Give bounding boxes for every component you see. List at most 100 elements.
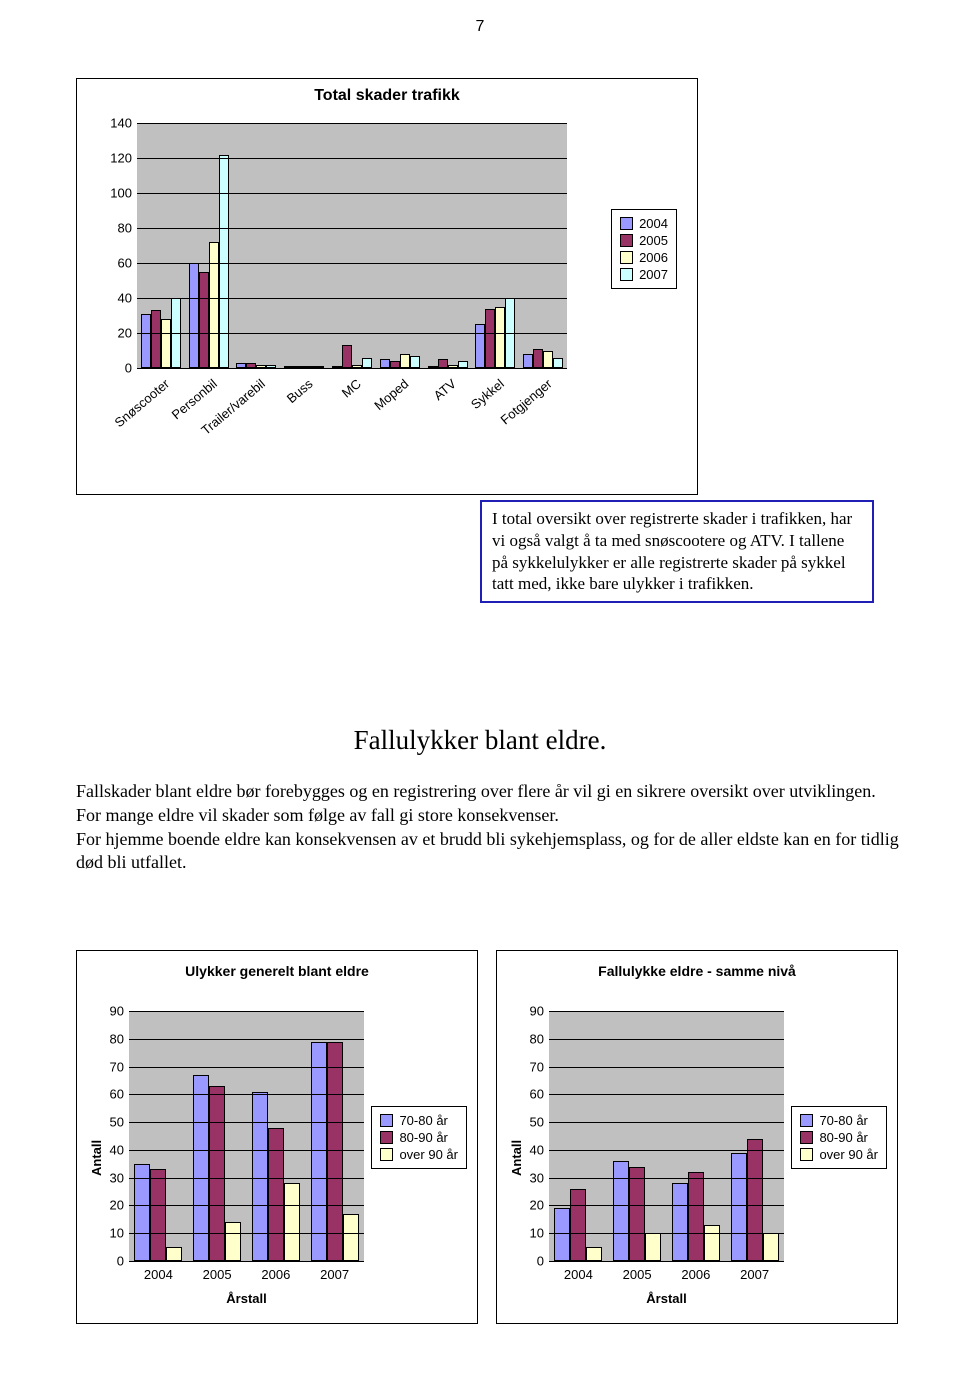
y-tick-label: 20 — [118, 326, 132, 341]
gridline — [129, 1094, 364, 1095]
gridline — [549, 1261, 784, 1262]
gridline — [129, 1261, 364, 1262]
legend-swatch — [620, 217, 633, 230]
bar — [209, 1086, 225, 1261]
gridline — [129, 1122, 364, 1123]
gridline — [137, 123, 567, 124]
bar — [543, 351, 553, 369]
chart1-x-ticks: SnøscooterPersonbilTrailer/varebilBussMC… — [137, 372, 567, 482]
gridline — [137, 228, 567, 229]
legend-swatch — [620, 251, 633, 264]
legend-item: over 90 år — [380, 1147, 458, 1162]
bar — [161, 319, 171, 368]
y-tick-label: 40 — [530, 1142, 544, 1157]
bar — [150, 1169, 166, 1261]
x-tick-label: Sykkel — [468, 376, 507, 412]
y-tick-label: 60 — [110, 1087, 124, 1102]
y-tick-label: 100 — [110, 186, 132, 201]
page: 7 Total skader trafikk 02040608010012014… — [0, 0, 960, 1392]
gridline — [549, 1205, 784, 1206]
legend-swatch — [380, 1131, 393, 1144]
chart3-title: Fallulykke eldre - samme nivå — [497, 963, 897, 979]
y-tick-label: 0 — [117, 1254, 124, 1269]
legend-label: 80-90 år — [399, 1130, 447, 1145]
gridline — [129, 1205, 364, 1206]
bar — [523, 354, 533, 368]
gridline — [129, 1178, 364, 1179]
legend-label: over 90 år — [819, 1147, 878, 1162]
y-tick-label: 120 — [110, 151, 132, 166]
gridline — [549, 1039, 784, 1040]
bar — [390, 361, 400, 368]
gridline — [137, 298, 567, 299]
bar — [438, 359, 448, 368]
legend-item: 2007 — [620, 267, 668, 282]
bar — [586, 1247, 602, 1261]
bar — [166, 1247, 182, 1261]
chart2-plot — [129, 1011, 364, 1261]
gridline — [137, 333, 567, 334]
y-tick-label: 50 — [110, 1115, 124, 1130]
bar — [343, 1214, 359, 1261]
y-tick-label: 90 — [110, 1004, 124, 1019]
legend-swatch — [620, 234, 633, 247]
legend-label: 2006 — [639, 250, 668, 265]
x-tick-label: 2007 — [305, 1267, 364, 1282]
legend-swatch — [800, 1131, 813, 1144]
gridline — [129, 1150, 364, 1151]
gridline — [129, 1011, 364, 1012]
chart2-title: Ulykker generelt blant eldre — [77, 963, 477, 979]
chart3-x-label: Årstall — [549, 1291, 784, 1306]
legend-label: 80-90 år — [819, 1130, 867, 1145]
gridline — [549, 1233, 784, 1234]
bar — [362, 358, 372, 369]
legend-label: 70-80 år — [399, 1113, 447, 1128]
gridline — [137, 193, 567, 194]
bar — [704, 1225, 720, 1261]
y-tick-label: 30 — [530, 1170, 544, 1185]
gridline — [129, 1039, 364, 1040]
bar — [311, 1042, 327, 1261]
bar — [141, 314, 151, 368]
y-tick-label: 80 — [118, 221, 132, 236]
x-tick-label: ATV — [431, 376, 459, 403]
y-tick-label: 40 — [118, 291, 132, 306]
chart1-title: Total skader trafikk — [77, 87, 697, 105]
bar — [209, 242, 219, 368]
x-tick-label: MC — [339, 376, 364, 400]
legend-item: 2006 — [620, 250, 668, 265]
bar — [688, 1172, 704, 1261]
x-tick-label: 2006 — [247, 1267, 306, 1282]
gridline — [137, 263, 567, 264]
legend-item: over 90 år — [800, 1147, 878, 1162]
chart1-panel: Total skader trafikk 020406080100120140 … — [76, 78, 698, 495]
bar — [475, 324, 485, 368]
x-tick-label: 2007 — [725, 1267, 784, 1282]
chart2-x-ticks: 2004200520062007 — [129, 1265, 364, 1285]
legend-swatch — [800, 1114, 813, 1127]
bar — [731, 1153, 747, 1261]
y-tick-label: 0 — [537, 1254, 544, 1269]
y-tick-label: 20 — [530, 1198, 544, 1213]
bar — [268, 1128, 284, 1261]
y-tick-label: 20 — [110, 1198, 124, 1213]
x-tick-label: Moped — [371, 376, 411, 413]
bar — [225, 1222, 241, 1261]
chart2-bars — [129, 1011, 364, 1261]
chart3-bars — [549, 1011, 784, 1261]
y-tick-label: 140 — [110, 116, 132, 131]
bar — [613, 1161, 629, 1261]
chart3-x-ticks: 2004200520062007 — [549, 1265, 784, 1285]
bar — [672, 1183, 688, 1261]
chart1-plot — [137, 123, 567, 368]
bar — [458, 361, 468, 368]
y-tick-label: 0 — [125, 361, 132, 376]
gridline — [549, 1178, 784, 1179]
bar — [645, 1233, 661, 1261]
legend-swatch — [800, 1148, 813, 1161]
chart1-legend: 2004200520062007 — [611, 209, 677, 289]
x-tick-label: Buss — [284, 376, 316, 406]
y-tick-label: 70 — [530, 1059, 544, 1074]
y-tick-label: 10 — [530, 1226, 544, 1241]
gridline — [549, 1067, 784, 1068]
